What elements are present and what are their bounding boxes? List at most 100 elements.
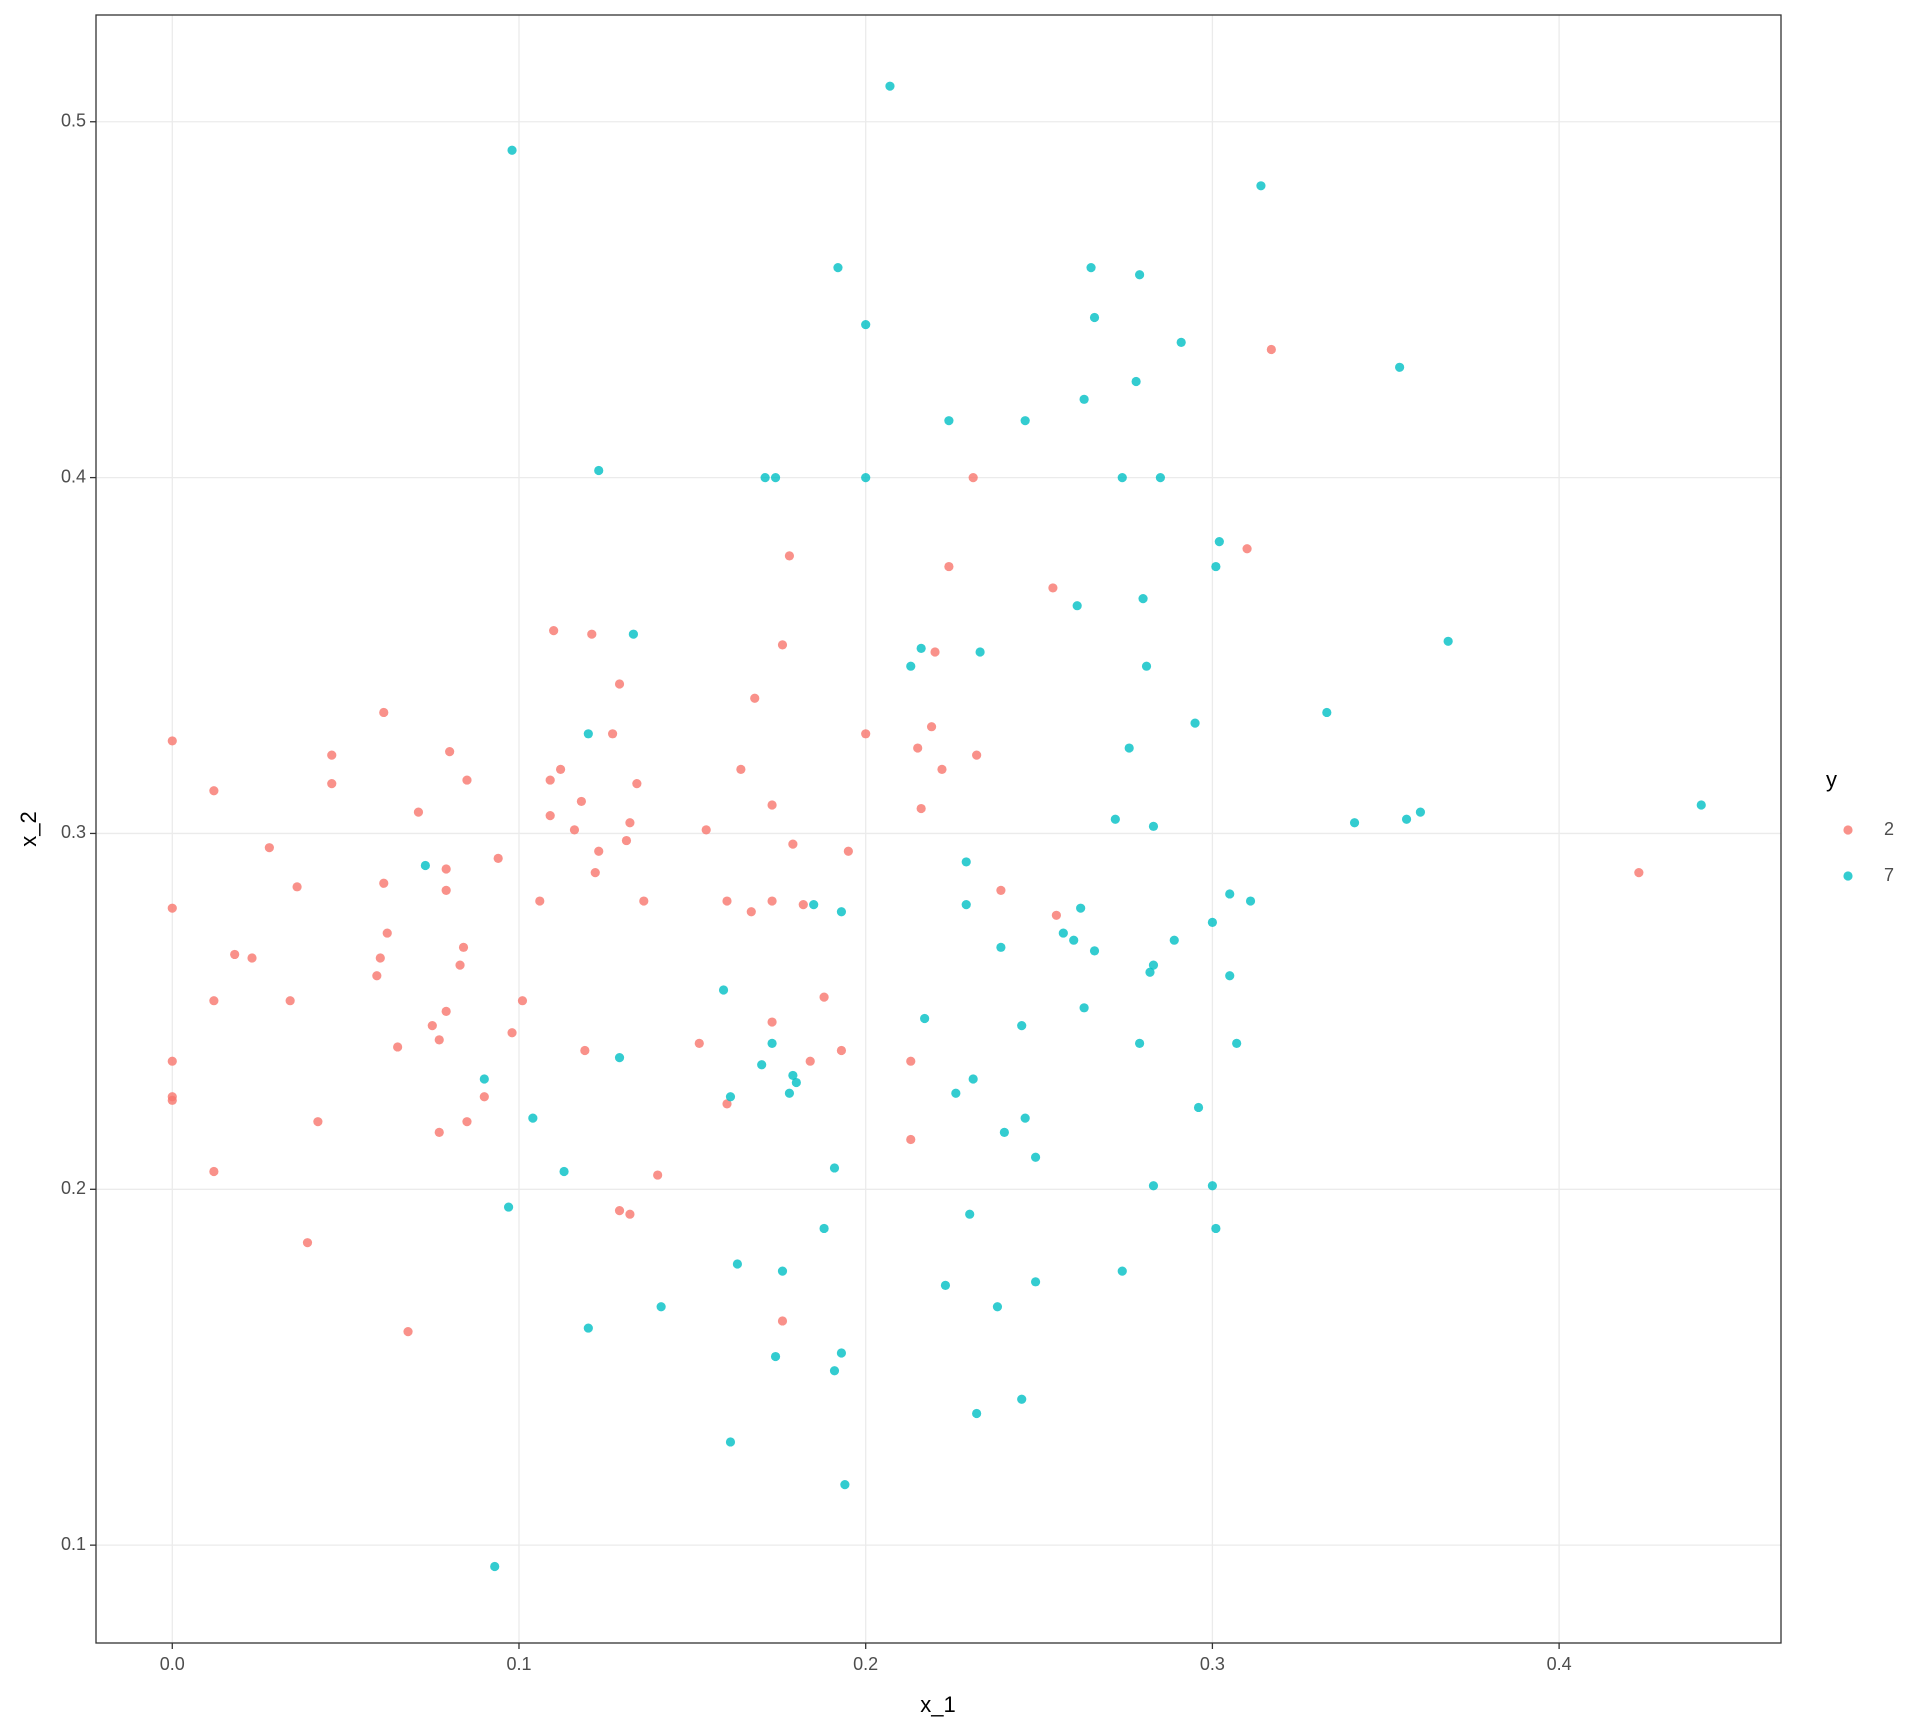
point bbox=[639, 896, 649, 906]
legend-marker bbox=[1843, 871, 1853, 881]
point bbox=[594, 846, 604, 856]
point bbox=[784, 551, 795, 561]
point bbox=[653, 1170, 663, 1180]
x-tick-label: 0.3 bbox=[1200, 1654, 1225, 1674]
point bbox=[913, 743, 923, 753]
point bbox=[1266, 344, 1276, 355]
point bbox=[836, 907, 847, 917]
point bbox=[805, 1056, 815, 1066]
legend-marker bbox=[1843, 825, 1853, 835]
point bbox=[1030, 1277, 1041, 1287]
x-tick-label: 0.1 bbox=[506, 1654, 531, 1674]
point bbox=[861, 729, 871, 739]
point bbox=[632, 779, 642, 789]
point bbox=[1020, 1113, 1030, 1123]
point bbox=[906, 1056, 916, 1066]
point bbox=[940, 1280, 951, 1290]
y-tick-label: 0.5 bbox=[61, 111, 86, 131]
point bbox=[455, 960, 465, 970]
point bbox=[1155, 473, 1165, 483]
point bbox=[1242, 544, 1252, 554]
point bbox=[951, 1088, 961, 1098]
point bbox=[975, 647, 985, 657]
point bbox=[944, 561, 954, 572]
point bbox=[1322, 707, 1332, 718]
point bbox=[614, 1053, 625, 1063]
point bbox=[767, 1017, 777, 1027]
point bbox=[382, 928, 392, 938]
point bbox=[1145, 967, 1155, 977]
point bbox=[736, 764, 746, 774]
point bbox=[1176, 337, 1186, 347]
point bbox=[614, 1206, 625, 1216]
point bbox=[732, 1259, 743, 1269]
point bbox=[441, 864, 451, 874]
point bbox=[434, 1035, 444, 1045]
point bbox=[427, 1021, 437, 1031]
point bbox=[961, 857, 971, 867]
point bbox=[757, 1060, 767, 1070]
point bbox=[1211, 1223, 1221, 1234]
point bbox=[836, 1045, 847, 1056]
point bbox=[1058, 928, 1068, 938]
point bbox=[507, 145, 517, 155]
point bbox=[587, 629, 597, 639]
point bbox=[767, 800, 777, 810]
point bbox=[583, 729, 593, 739]
point bbox=[1256, 181, 1266, 191]
point bbox=[916, 803, 926, 814]
point bbox=[535, 896, 545, 906]
point bbox=[1207, 917, 1217, 928]
point bbox=[1415, 807, 1426, 817]
point bbox=[413, 807, 424, 817]
point bbox=[313, 1117, 323, 1127]
point bbox=[302, 1238, 313, 1248]
point bbox=[375, 953, 385, 963]
point bbox=[1110, 814, 1120, 824]
point bbox=[607, 729, 618, 739]
point bbox=[549, 626, 559, 636]
point bbox=[1134, 270, 1145, 280]
point bbox=[843, 846, 853, 856]
point bbox=[788, 1070, 798, 1081]
point bbox=[528, 1113, 538, 1123]
point bbox=[1245, 896, 1256, 906]
point bbox=[1017, 1394, 1027, 1404]
point bbox=[656, 1302, 666, 1312]
point bbox=[861, 319, 871, 330]
point bbox=[1207, 1181, 1217, 1191]
point bbox=[930, 647, 940, 657]
point bbox=[777, 1266, 788, 1276]
point bbox=[327, 750, 337, 760]
point bbox=[750, 693, 760, 703]
point bbox=[1086, 263, 1096, 273]
point bbox=[209, 1166, 219, 1177]
legend-label: 2 bbox=[1884, 819, 1894, 839]
x-tick-label: 0.0 bbox=[160, 1654, 185, 1674]
point bbox=[462, 1117, 472, 1127]
point bbox=[379, 707, 389, 718]
point bbox=[625, 1209, 635, 1219]
point bbox=[545, 775, 555, 785]
point bbox=[944, 416, 954, 426]
point bbox=[1193, 1102, 1204, 1113]
point bbox=[479, 1092, 489, 1102]
point bbox=[920, 1013, 930, 1024]
point bbox=[580, 1045, 590, 1056]
y-tick-label: 0.3 bbox=[61, 822, 86, 842]
point bbox=[770, 1351, 781, 1362]
point bbox=[777, 1316, 788, 1326]
point bbox=[1124, 743, 1134, 753]
point bbox=[479, 1074, 489, 1084]
point bbox=[791, 1077, 801, 1088]
point bbox=[1117, 473, 1127, 483]
point bbox=[1401, 814, 1412, 824]
point bbox=[999, 1127, 1009, 1137]
point bbox=[1131, 376, 1141, 387]
point bbox=[722, 896, 732, 906]
point bbox=[264, 843, 274, 853]
point bbox=[167, 1056, 177, 1066]
point bbox=[1030, 1152, 1041, 1162]
point bbox=[559, 1166, 569, 1177]
